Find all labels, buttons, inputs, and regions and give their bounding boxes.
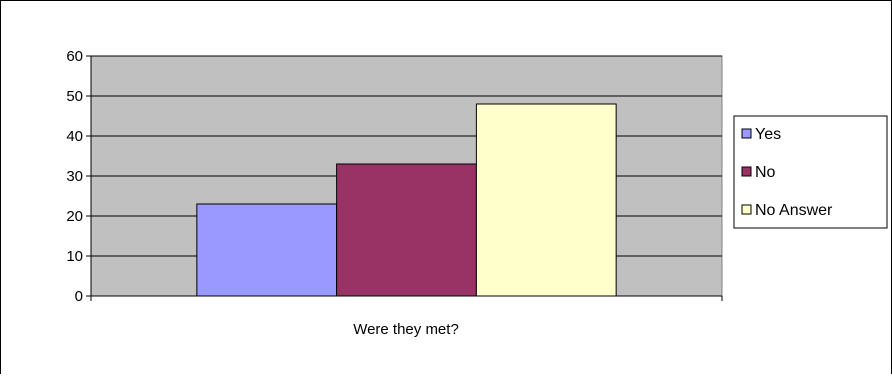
- legend-label-no: No: [755, 164, 776, 181]
- legend-box: [733, 115, 888, 229]
- y-tick-label: 40: [66, 128, 83, 145]
- bar-no-answer: [475, 103, 617, 297]
- y-tick-label: 60: [66, 48, 83, 65]
- legend-swatch-no: [741, 166, 752, 177]
- bars: [196, 103, 617, 297]
- legend: Yes No No Answer: [733, 115, 888, 229]
- legend-swatch-yes: [741, 128, 752, 139]
- y-tick-label: 50: [66, 88, 83, 105]
- legend-label-yes: Yes: [755, 126, 781, 143]
- y-tick-label: 20: [66, 208, 83, 225]
- bar-no: [336, 163, 477, 297]
- x-category-label: Were they met?: [353, 321, 459, 338]
- bar-yes: [196, 203, 338, 297]
- y-tick-label: 30: [66, 168, 83, 185]
- y-tick-label: 0: [75, 288, 83, 305]
- y-axis-ticks: 0 10 20 30 40 50 60: [66, 48, 91, 305]
- legend-items: Yes No No Answer: [741, 126, 833, 219]
- y-tick-label: 10: [66, 248, 83, 265]
- legend-label-no-answer: No Answer: [755, 202, 833, 219]
- grid-lines: [91, 55, 722, 257]
- legend-swatch-no-answer: [741, 204, 752, 215]
